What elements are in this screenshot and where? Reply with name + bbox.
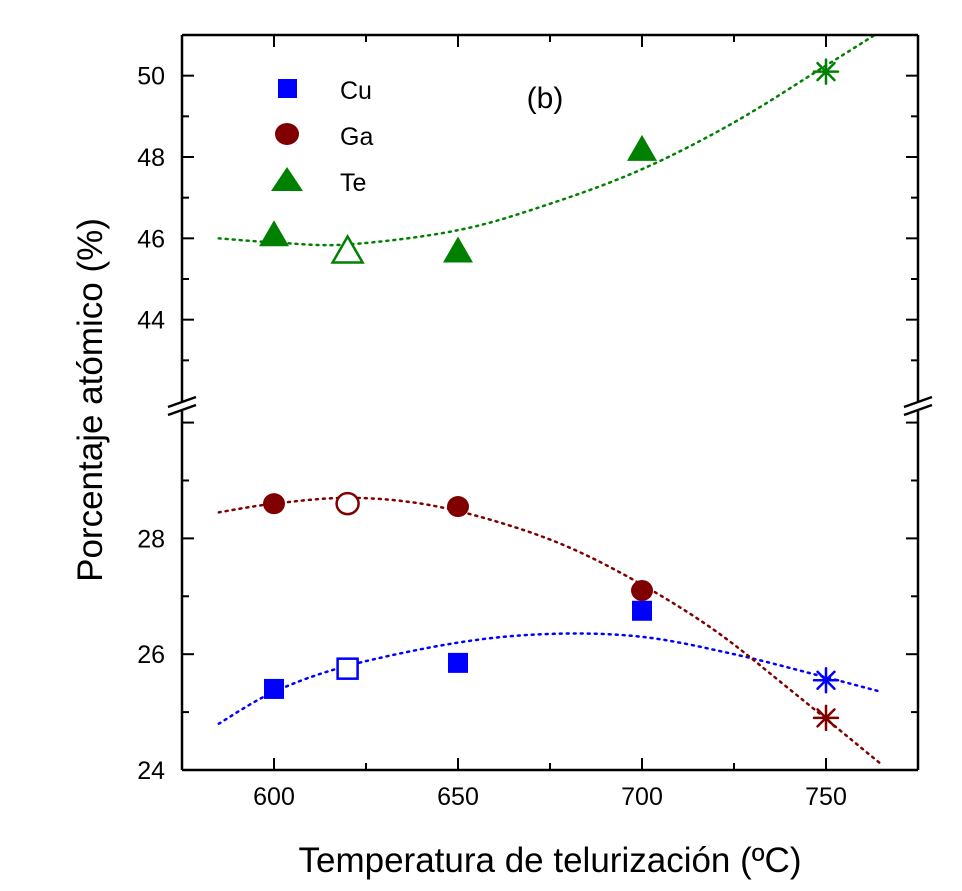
data-point-ga (263, 493, 285, 515)
y-tick-label-lower: 26 (137, 641, 165, 669)
trend-line-ga (217, 496, 883, 766)
legend-entry-ga: Ga (275, 123, 373, 151)
x-tick-label: 650 (437, 783, 479, 811)
legend-entry-te: Te (271, 167, 366, 197)
data-point-te (443, 236, 473, 263)
legend-entry-cu: Cu (278, 77, 372, 105)
y-tick-label-upper: 46 (137, 225, 165, 253)
y-tick-label-lower: 28 (137, 525, 165, 553)
y-axis-title: Porcentaje atómico (%) (71, 218, 110, 582)
y-tick-label-upper: 44 (137, 307, 165, 335)
trend-line-te (217, 35, 878, 247)
axis-break-left (167, 395, 197, 417)
data-point-te (330, 234, 365, 264)
legend-marker-cu (278, 79, 297, 98)
plot-frame (167, 33, 933, 772)
legend-marker-te (271, 167, 303, 191)
legend-marker-ga (275, 123, 299, 145)
data-point-cu (812, 667, 840, 694)
y-tick-label-upper: 50 (137, 63, 165, 91)
x-axis-title: Temperatura de telurización (ºC) (299, 841, 802, 880)
data-point-te (812, 58, 840, 85)
data-point-cu (632, 600, 652, 621)
data-point-ga (335, 491, 360, 516)
y-tick-label-lower: 24 (137, 757, 165, 785)
legend-label-ga: Ga (340, 123, 373, 151)
x-tick-label: 600 (253, 783, 295, 811)
legend: Cu Ga Te (271, 77, 373, 197)
data-point-ga (447, 496, 469, 518)
trend-line-cu (217, 632, 883, 725)
data-point-cu (336, 657, 359, 680)
x-tick-label: 700 (621, 783, 663, 811)
x-tick-label: 750 (805, 783, 847, 811)
y-tick-label-upper: 48 (137, 144, 165, 172)
data-point-te (259, 220, 289, 247)
data-point-ga (812, 704, 840, 732)
data-point-cu (264, 678, 284, 699)
legend-label-cu: Cu (340, 77, 372, 105)
data-point-cu (448, 652, 468, 673)
data-point-te (627, 134, 657, 161)
data-point-ga (631, 580, 653, 601)
legend-label-te: Te (340, 169, 366, 197)
panel-label: (b) (527, 82, 564, 115)
axis-break-right (903, 395, 933, 417)
